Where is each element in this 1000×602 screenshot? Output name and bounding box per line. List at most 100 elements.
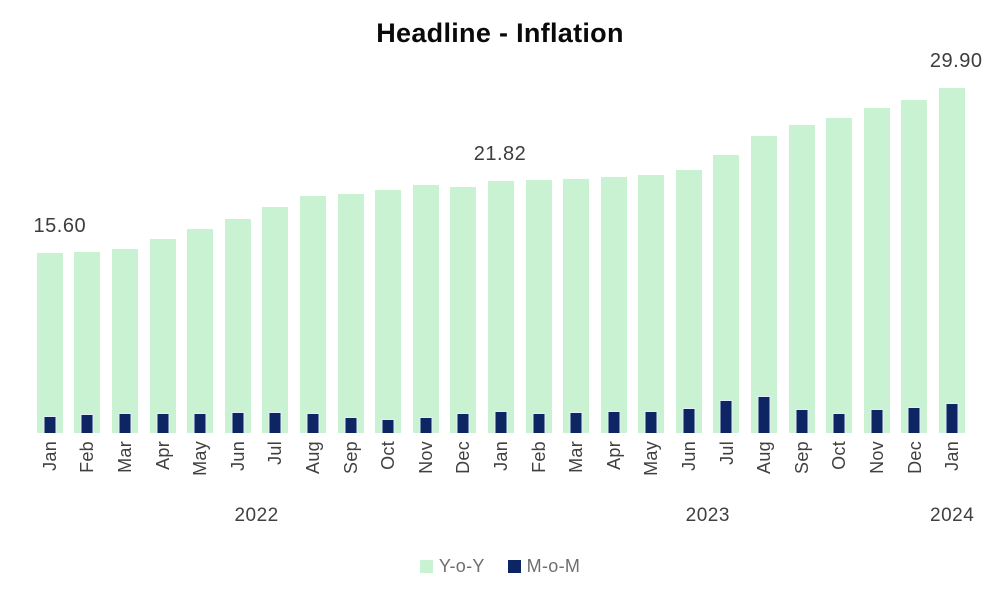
plot-area (31, 83, 971, 433)
chart-title: Headline - Inflation (376, 18, 624, 48)
data-label: 15.60 (33, 215, 87, 238)
data-label: 29.90 (929, 50, 983, 73)
mom-bar (381, 418, 395, 433)
bar-column (557, 83, 595, 433)
bar-column (69, 83, 107, 433)
year-label: 2024 (930, 505, 975, 526)
yoy-bar (638, 174, 665, 433)
bar-column (31, 83, 69, 433)
mom-bar (80, 414, 94, 433)
mom-bar (719, 399, 733, 433)
x-axis-label: Oct (829, 441, 850, 470)
x-axis-label: Sep (340, 441, 361, 474)
yoy-bar (901, 99, 928, 433)
yoy-bar (751, 135, 778, 433)
yoy-bar (36, 253, 63, 433)
bar-column (670, 83, 708, 433)
yoy-bar (563, 178, 590, 433)
x-axis-label: Nov (867, 441, 887, 474)
x-axis-label: Jan (491, 441, 511, 471)
bar-column (633, 83, 671, 433)
mom-swatch-icon (507, 560, 521, 573)
x-axis-label: Jan (39, 441, 60, 471)
yoy-bar (412, 185, 439, 433)
yoy-bar (487, 181, 514, 433)
bar-column (407, 83, 445, 433)
mom-bar (757, 396, 771, 433)
bar-column (106, 83, 144, 433)
bar-column (332, 83, 370, 433)
mom-bar (795, 408, 809, 433)
yoy-bar (525, 180, 552, 433)
mom-bar (456, 413, 470, 433)
mom-bar (344, 417, 358, 433)
mom-bar (532, 413, 546, 433)
x-axis-label: Feb (528, 441, 549, 473)
x-axis-label: May (190, 441, 211, 476)
x-axis-label: Jul (716, 441, 737, 465)
bar-column (783, 83, 821, 433)
bar-column (144, 83, 182, 433)
yoy-bar (939, 88, 966, 433)
x-axis-label: Aug (303, 441, 323, 474)
yoy-bar (111, 249, 138, 433)
x-axis-label: Oct (378, 441, 399, 470)
x-axis-label: Apr (152, 441, 173, 470)
year-label: 2022 (234, 505, 279, 526)
mom-bar (231, 412, 245, 433)
yoy-bar (863, 107, 890, 433)
mom-bar (644, 410, 658, 433)
mom-bar (607, 411, 621, 433)
mom-bar (156, 412, 170, 433)
mom-bar (870, 408, 884, 433)
mom-bar (193, 412, 207, 433)
bar-column (219, 83, 257, 433)
bar-column (820, 83, 858, 433)
mom-bar (43, 416, 57, 433)
yoy-bar (713, 155, 740, 433)
mom-bar (945, 402, 959, 433)
yoy-bar (337, 193, 364, 433)
bar-column (595, 83, 633, 433)
x-axis-label: Jul (265, 441, 286, 465)
x-axis-label: Jan (942, 441, 963, 471)
mom-bar (832, 413, 846, 433)
legend-item-yoy: Y-o-Y (419, 556, 485, 577)
bar-column (369, 83, 407, 433)
yoy-bar (375, 189, 402, 433)
x-axis-label: Mar (566, 441, 587, 473)
bar-column (294, 83, 332, 433)
x-axis-label: Aug (754, 441, 775, 474)
data-label: 21.82 (473, 143, 527, 166)
x-axis-label: Jun (679, 441, 699, 471)
x-axis-label: Feb (77, 441, 98, 473)
yoy-bar (224, 218, 251, 433)
bar-column (708, 83, 746, 433)
bar-column (933, 83, 971, 433)
yoy-bar (788, 124, 815, 433)
mom-bar (907, 406, 921, 433)
yoy-bar (299, 196, 326, 433)
yoy-bar (826, 117, 853, 433)
x-axis-label: Jun (227, 441, 248, 471)
yoy-bar (450, 186, 477, 433)
mom-bar (494, 411, 508, 433)
mom-bar (419, 417, 433, 433)
legend-item-mom: M-o-M (507, 556, 581, 577)
mom-bar (682, 408, 696, 433)
yoy-bar (149, 239, 176, 433)
x-axis-label: Sep (791, 441, 812, 474)
legend-label-yoy: Y-o-Y (438, 556, 485, 576)
year-label: 2023 (685, 505, 730, 526)
bar-column (257, 83, 295, 433)
x-axis-label: May (641, 441, 662, 476)
bar-column (482, 83, 520, 433)
x-axis-label: Dec (453, 441, 474, 474)
yoy-bar (262, 206, 289, 433)
bar-column (181, 83, 219, 433)
bar-column (445, 83, 483, 433)
bar-column (745, 83, 783, 433)
mom-bar (118, 412, 132, 433)
x-axis-label: Mar (115, 441, 135, 473)
